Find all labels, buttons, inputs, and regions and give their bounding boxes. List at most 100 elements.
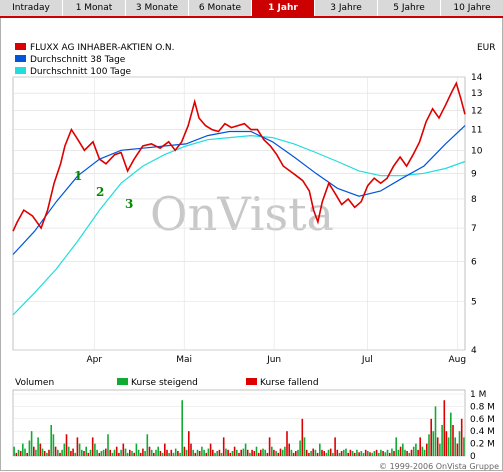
x-tick-label: Apr [86,355,102,365]
volume-bar [312,448,314,456]
y-tick-label: 5 [471,297,477,307]
volume-bar [118,452,120,456]
volume-bar [386,449,389,456]
volume-bar [264,449,266,456]
volume-bar [279,448,282,456]
volume-bar [233,446,236,456]
volume-bar [72,448,74,456]
volume-bar [170,449,173,456]
volume-bar [100,451,103,456]
volume-bar [329,448,332,456]
volume-bar [340,451,343,456]
volume-bar [129,449,131,456]
volume-bar [406,451,408,456]
volume-bar [305,449,308,456]
volume-bar [338,452,341,456]
y-tick-label: 7 [471,224,477,234]
volume-bar [441,425,443,456]
tab-1-monat[interactable]: 1 Monat [63,0,126,16]
volume-bar [177,451,179,456]
volume-bar [135,443,138,456]
volume-bar [408,452,411,456]
volume-bar [41,448,44,456]
volume-bar [367,451,369,456]
volume-bar [460,418,463,456]
volume-bar [397,449,400,456]
tab-5-jahre[interactable]: 5 Jahre [378,0,441,16]
volume-bar [78,443,81,456]
avg100-line [12,134,466,316]
volume-bar [190,443,192,456]
volume-bar [454,437,456,456]
volume-y-tick-label: 1 M [470,390,486,400]
legend-swatch-rising [117,378,128,385]
volume-bar [369,452,371,456]
volume-bar [419,437,421,456]
volume-bar [347,452,349,456]
volume-bar [332,452,334,456]
volume-bar [94,443,96,456]
volume-legend: Volumen Kurse steigend Kurse fallend [15,378,319,388]
volume-bar [172,452,175,456]
month-x-axis: AprMaiJunJulAugSepOktNovDez2006FebMär [86,355,466,365]
volume-bar [166,449,168,456]
volume-bar [161,452,164,456]
tab-10-jahre[interactable]: 10 Jahre [453,3,491,13]
tab-intraday[interactable]: Intraday [0,0,63,16]
volume-bar [35,449,37,456]
volume-bar [24,448,26,456]
y-tick-label: 10 [471,146,483,156]
volume-bar [83,451,85,456]
volume-bar [216,451,218,456]
volume-bar [436,437,439,456]
volume-bar [63,443,66,456]
volume-bar [257,452,260,456]
volume-bar [227,449,229,456]
volume-bar [19,451,22,456]
volume-y-tick-label: 0 [470,452,476,462]
onvista-watermark: OnVista [150,187,334,241]
volume-bar [362,452,365,456]
volume-bar [334,437,336,456]
annotation-markers: 1 2 3 [74,169,133,211]
volume-bar [301,418,304,456]
legend-swatch-falling [246,378,257,385]
volume-bar [395,437,397,456]
volume-bar [295,451,297,456]
chart-legend: FLUXX AG INHABER-AKTIEN O.N. Durchschnit… [15,43,174,77]
volume-bar [273,449,275,456]
volume-bar [33,446,35,456]
volume-plot-frame [12,389,466,457]
volume-bar [236,449,238,456]
volume-bar [255,446,258,456]
price-plot-area: OnVista 1 2 3 [12,76,466,351]
tab-3-monate[interactable]: 3 Monate [126,0,189,16]
volume-bar [26,452,28,456]
tab-6-monate[interactable]: 6 Monate [189,0,252,16]
volume-bar [450,412,452,456]
volume-bar [37,437,39,456]
volume-bar [323,451,325,456]
volume-bar [358,452,360,456]
volume-bar [423,449,426,456]
x-tick-label: Jul [361,355,373,365]
tab-1-jahr[interactable]: 1 Jahr [252,0,315,16]
volume-bar [17,449,20,456]
volume-bar [22,443,24,456]
volume-bar [384,452,387,456]
volume-bar [242,448,245,456]
volume-bar [410,449,413,456]
volume-bar [345,448,347,456]
volume-bar [185,449,188,456]
tab-3-jahre[interactable]: 3 Jahre [315,0,378,16]
volume-bar [364,449,367,456]
volume-bar [98,452,101,456]
volume-bar [122,443,125,456]
volume-bar [131,451,133,456]
volume-bar [238,452,240,456]
volume-bar [192,449,194,456]
volume-bar [417,449,419,456]
volume-bar [443,400,446,456]
volume-bar [28,440,31,456]
volume-bar [107,434,109,456]
